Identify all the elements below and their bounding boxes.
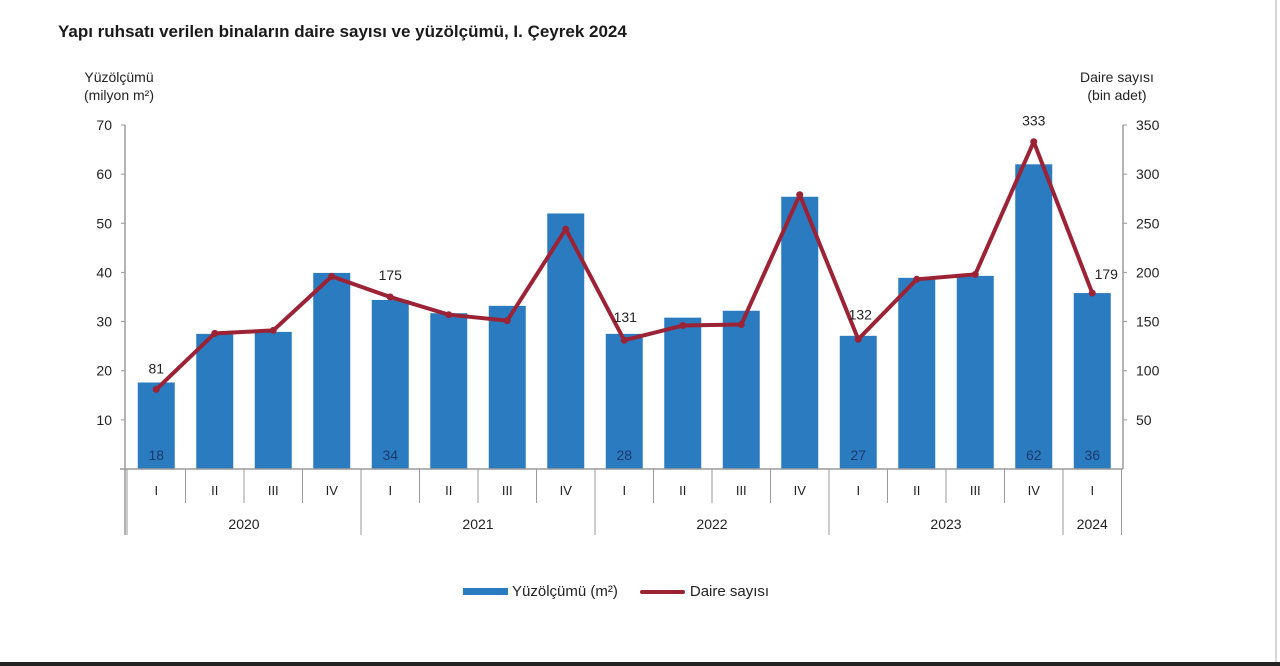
units-marker xyxy=(679,322,687,330)
quarter-label: III xyxy=(736,483,747,498)
units-marker xyxy=(386,293,394,301)
units-marker xyxy=(1088,289,1096,297)
quarter-label: I xyxy=(622,483,626,498)
line-value-label: 81 xyxy=(148,360,164,376)
quarter-label: IV xyxy=(1028,483,1041,498)
bar-2023-III xyxy=(956,275,994,469)
right-axis-tick-label: 100 xyxy=(1136,363,1160,379)
quarter-label: II xyxy=(445,483,452,498)
right-axis-title-line2: (bin adet) xyxy=(1087,87,1147,103)
quarter-label: II xyxy=(211,483,218,498)
left-axis-tick-label: 70 xyxy=(96,117,112,133)
right-axis-tick-label: 300 xyxy=(1136,166,1160,182)
bar-value-label: 34 xyxy=(382,447,398,463)
quarter-label: IV xyxy=(794,483,807,498)
year-label: 2020 xyxy=(228,516,259,532)
units-marker xyxy=(503,317,511,325)
right-axis-title-line1: Daire sayısı xyxy=(1080,69,1154,85)
right-axis-tick-label: 50 xyxy=(1136,412,1152,428)
bar-2022-III xyxy=(722,310,760,469)
bar-2020-III xyxy=(254,331,292,469)
quarter-label: IV xyxy=(560,483,573,498)
units-marker xyxy=(152,385,160,393)
units-marker xyxy=(971,270,979,278)
quarter-label: I xyxy=(154,483,158,498)
quarter-label: III xyxy=(970,483,981,498)
bar-2020-IV xyxy=(313,272,351,469)
quarter-label: II xyxy=(679,483,686,498)
bar-swatch-icon xyxy=(463,588,508,595)
bar-value-label: 62 xyxy=(1026,447,1042,463)
left-axis-title-line1: Yüzölçümü xyxy=(84,69,154,85)
units-marker xyxy=(620,336,628,344)
left-axis-tick-label: 40 xyxy=(96,264,112,280)
bar-value-label: 27 xyxy=(850,447,866,463)
right-axis-tick-label: 200 xyxy=(1136,264,1160,280)
units-marker xyxy=(562,225,570,233)
bar-value-label: 18 xyxy=(148,447,164,463)
bar-value-label: 36 xyxy=(1084,447,1100,463)
left-axis-tick-label: 50 xyxy=(96,215,112,231)
line-value-label: 333 xyxy=(1022,113,1046,129)
legend-item-units: Daire sayısı xyxy=(639,583,770,600)
legend-label-area: Yüzölçümü (m²) xyxy=(512,583,618,600)
units-marker xyxy=(328,272,336,280)
year-label: 2024 xyxy=(1077,516,1108,532)
units-marker xyxy=(1030,138,1038,146)
right-axis-tick-label: 350 xyxy=(1136,117,1160,133)
line-value-label: 131 xyxy=(614,309,638,325)
right-axis-tick-label: 250 xyxy=(1136,215,1160,231)
bar-2020-II xyxy=(196,333,234,469)
line-swatch-icon xyxy=(639,589,685,594)
quarter-label: III xyxy=(502,483,513,498)
units-marker xyxy=(796,191,804,199)
units-marker xyxy=(854,335,862,343)
line-value-label: 132 xyxy=(849,306,873,322)
bar-2023-IV xyxy=(1015,164,1053,470)
units-marker xyxy=(913,275,921,283)
quarter-label: IV xyxy=(326,483,339,498)
left-axis-tick-label: 30 xyxy=(96,314,112,330)
quarter-label: I xyxy=(1090,483,1094,498)
bar-2022-IV xyxy=(781,196,819,469)
right-axis-title: Daire sayısı (bin adet) xyxy=(1080,68,1154,104)
left-axis-tick-label: 10 xyxy=(96,412,112,428)
bar-2022-I xyxy=(605,333,643,469)
left-axis-tick-label: 20 xyxy=(96,363,112,379)
bar-value-label: 28 xyxy=(616,447,632,463)
bar-2023-II xyxy=(898,277,936,469)
quarter-label: I xyxy=(388,483,392,498)
frame-right-border xyxy=(1275,0,1277,662)
bar-2020-I xyxy=(137,382,175,469)
units-marker xyxy=(445,311,453,319)
left-axis-title-line2: (milyon m²) xyxy=(84,87,154,103)
legend: Yüzölçümü (m²) Daire sayısı xyxy=(463,583,791,600)
frame-bottom-border xyxy=(0,662,1280,666)
right-axis-tick-label: 150 xyxy=(1136,314,1160,330)
bar-2021-II xyxy=(430,313,468,469)
year-label: 2022 xyxy=(696,516,727,532)
legend-label-units: Daire sayısı xyxy=(689,583,770,600)
quarter-label: III xyxy=(268,483,279,498)
units-marker xyxy=(269,326,277,334)
line-value-label: 175 xyxy=(379,267,403,283)
bar-2024-I xyxy=(1073,293,1111,469)
year-label: 2021 xyxy=(462,516,493,532)
units-marker xyxy=(737,321,745,329)
legend-item-area: Yüzölçümü (m²) xyxy=(463,583,618,600)
left-axis-tick-label: 60 xyxy=(96,166,112,182)
chart-title: Yapı ruhsatı verilen binaların daire say… xyxy=(58,22,627,41)
year-label: 2023 xyxy=(930,516,961,532)
bar-2022-II xyxy=(664,317,702,469)
bar-2021-III xyxy=(488,305,526,469)
bar-2021-I xyxy=(371,299,409,469)
quarter-label: II xyxy=(913,483,920,498)
bar-2023-I xyxy=(839,335,877,469)
left-axis-title: Yüzölçümü (milyon m²) xyxy=(84,68,154,104)
quarter-label: I xyxy=(856,483,860,498)
line-value-label: 179 xyxy=(1095,266,1119,282)
units-marker xyxy=(211,329,219,337)
